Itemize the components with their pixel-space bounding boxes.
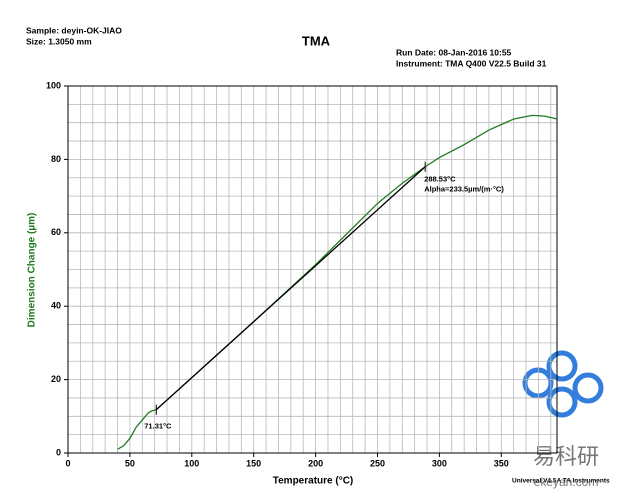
- run-date: Run Date: 08-Jan-2016 10:55: [396, 47, 512, 57]
- x-tick-label: 150: [246, 458, 261, 468]
- watermark-name: 易科研: [533, 444, 599, 469]
- x-tick-label: 0: [65, 458, 70, 468]
- x-tick-label: 50: [125, 458, 135, 468]
- y-tick-label: 20: [51, 374, 61, 384]
- y-tick-label: 40: [51, 301, 61, 311]
- x-tick-label: 200: [308, 458, 323, 468]
- y-tick-label: 60: [51, 227, 61, 237]
- series-line: [155, 166, 426, 411]
- x-axis-label: Temperature (°C): [273, 476, 354, 487]
- watermark-logo: [522, 350, 604, 418]
- chart-title: TMA: [302, 33, 331, 48]
- sample: Sample: deyin-OK-JIAO: [26, 25, 122, 35]
- annotation-text: 71.31°C: [144, 422, 172, 431]
- watermark-site: ekeyan.com: [534, 475, 599, 489]
- y-axis-label: Dimension Change (µm): [27, 213, 38, 328]
- x-tick-label: 100: [184, 458, 199, 468]
- plot-frame: [67, 85, 558, 454]
- y-tick-label: 80: [51, 154, 61, 164]
- x-tick-label: 300: [432, 458, 447, 468]
- y-tick-label: 0: [56, 447, 61, 457]
- series-line: [117, 114, 558, 450]
- annotation-text: 288.53°C: [424, 175, 456, 184]
- size: Size: 1.3050 mm: [26, 36, 92, 46]
- annotation-text: Alpha=233.5µm/(m·°C): [424, 185, 504, 194]
- instrument: Instrument: TMA Q400 V22.5 Build 31: [396, 58, 547, 68]
- x-tick-label: 250: [370, 458, 385, 468]
- x-tick-label: 350: [494, 458, 509, 468]
- footer: Universal V4.5A TA Instruments: [512, 478, 610, 485]
- y-tick-label: 100: [46, 80, 61, 90]
